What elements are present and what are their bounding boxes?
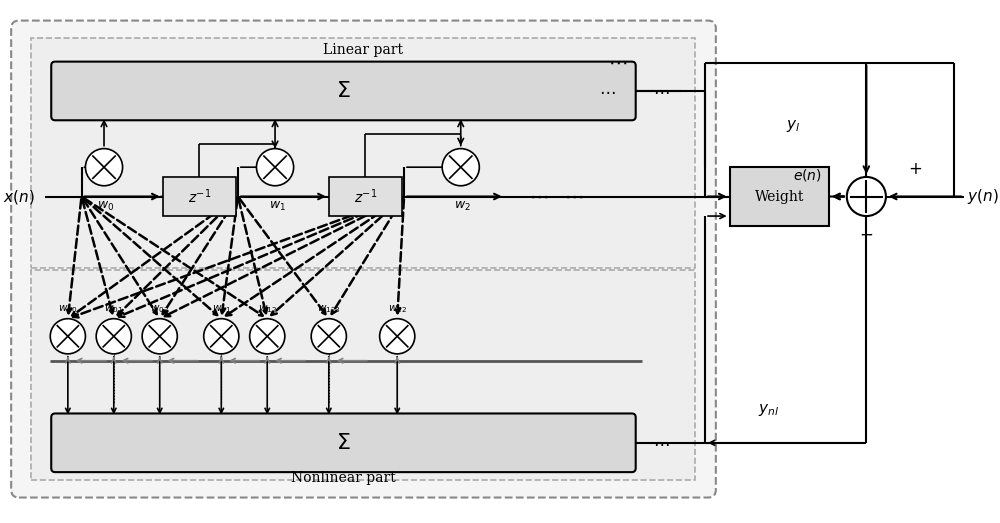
Circle shape: [142, 319, 177, 354]
Text: $w_{22}$: $w_{22}$: [388, 303, 407, 315]
Text: $\Sigma$: $\Sigma$: [336, 80, 351, 102]
Text: $\cdots$: $\cdots$: [608, 53, 627, 72]
Text: $w_{0}$: $w_{0}$: [97, 199, 115, 212]
Text: $w_{2}$: $w_{2}$: [454, 199, 471, 212]
Text: +: +: [908, 160, 922, 178]
Text: $z^{-1}$: $z^{-1}$: [354, 187, 377, 206]
Circle shape: [311, 319, 346, 354]
Text: $y_{nl}$: $y_{nl}$: [758, 402, 779, 417]
Text: $w_{02}$: $w_{02}$: [150, 303, 169, 315]
Text: $w_{1}$: $w_{1}$: [269, 199, 285, 212]
Text: $-$: $-$: [859, 225, 873, 243]
Text: Weight: Weight: [755, 189, 804, 203]
Text: $\cdots$: $\cdots$: [599, 82, 616, 100]
Text: $z^{-1}$: $z^{-1}$: [188, 187, 211, 206]
Bar: [329, 177, 402, 216]
Text: $e(n)$: $e(n)$: [793, 167, 822, 183]
FancyBboxPatch shape: [51, 62, 636, 120]
Text: $w_{123}$: $w_{123}$: [317, 303, 341, 315]
FancyBboxPatch shape: [51, 414, 636, 472]
Text: $y(n)$: $y(n)$: [967, 187, 999, 206]
Circle shape: [50, 319, 85, 354]
Text: $\cdots$: $\cdots$: [653, 434, 669, 452]
Circle shape: [256, 149, 294, 186]
Text: $\cdots$: $\cdots$: [564, 187, 583, 206]
Text: $\cdots$: $\cdots$: [529, 187, 549, 206]
Bar: [31, 38, 695, 268]
Text: $y_l$: $y_l$: [786, 118, 800, 134]
Bar: [31, 270, 695, 480]
Text: $x(n)$: $x(n)$: [3, 188, 35, 206]
Circle shape: [250, 319, 285, 354]
Circle shape: [380, 319, 415, 354]
Text: $\cdots$: $\cdots$: [653, 82, 669, 100]
Circle shape: [442, 149, 479, 186]
Circle shape: [96, 319, 131, 354]
Text: $\Sigma$: $\Sigma$: [336, 432, 351, 454]
Bar: [730, 167, 829, 226]
Circle shape: [847, 177, 886, 216]
Text: $w_{01}$: $w_{01}$: [104, 303, 123, 315]
Circle shape: [204, 319, 239, 354]
Text: Linear part: Linear part: [323, 43, 403, 57]
Text: $w_{11}$: $w_{11}$: [212, 303, 231, 315]
Text: Nonlinear part: Nonlinear part: [291, 471, 396, 485]
Bar: [163, 177, 236, 216]
FancyBboxPatch shape: [11, 20, 716, 497]
Text: $w_{12}$: $w_{12}$: [258, 303, 277, 315]
Circle shape: [85, 149, 123, 186]
Text: $w_{00}$: $w_{00}$: [58, 303, 77, 315]
